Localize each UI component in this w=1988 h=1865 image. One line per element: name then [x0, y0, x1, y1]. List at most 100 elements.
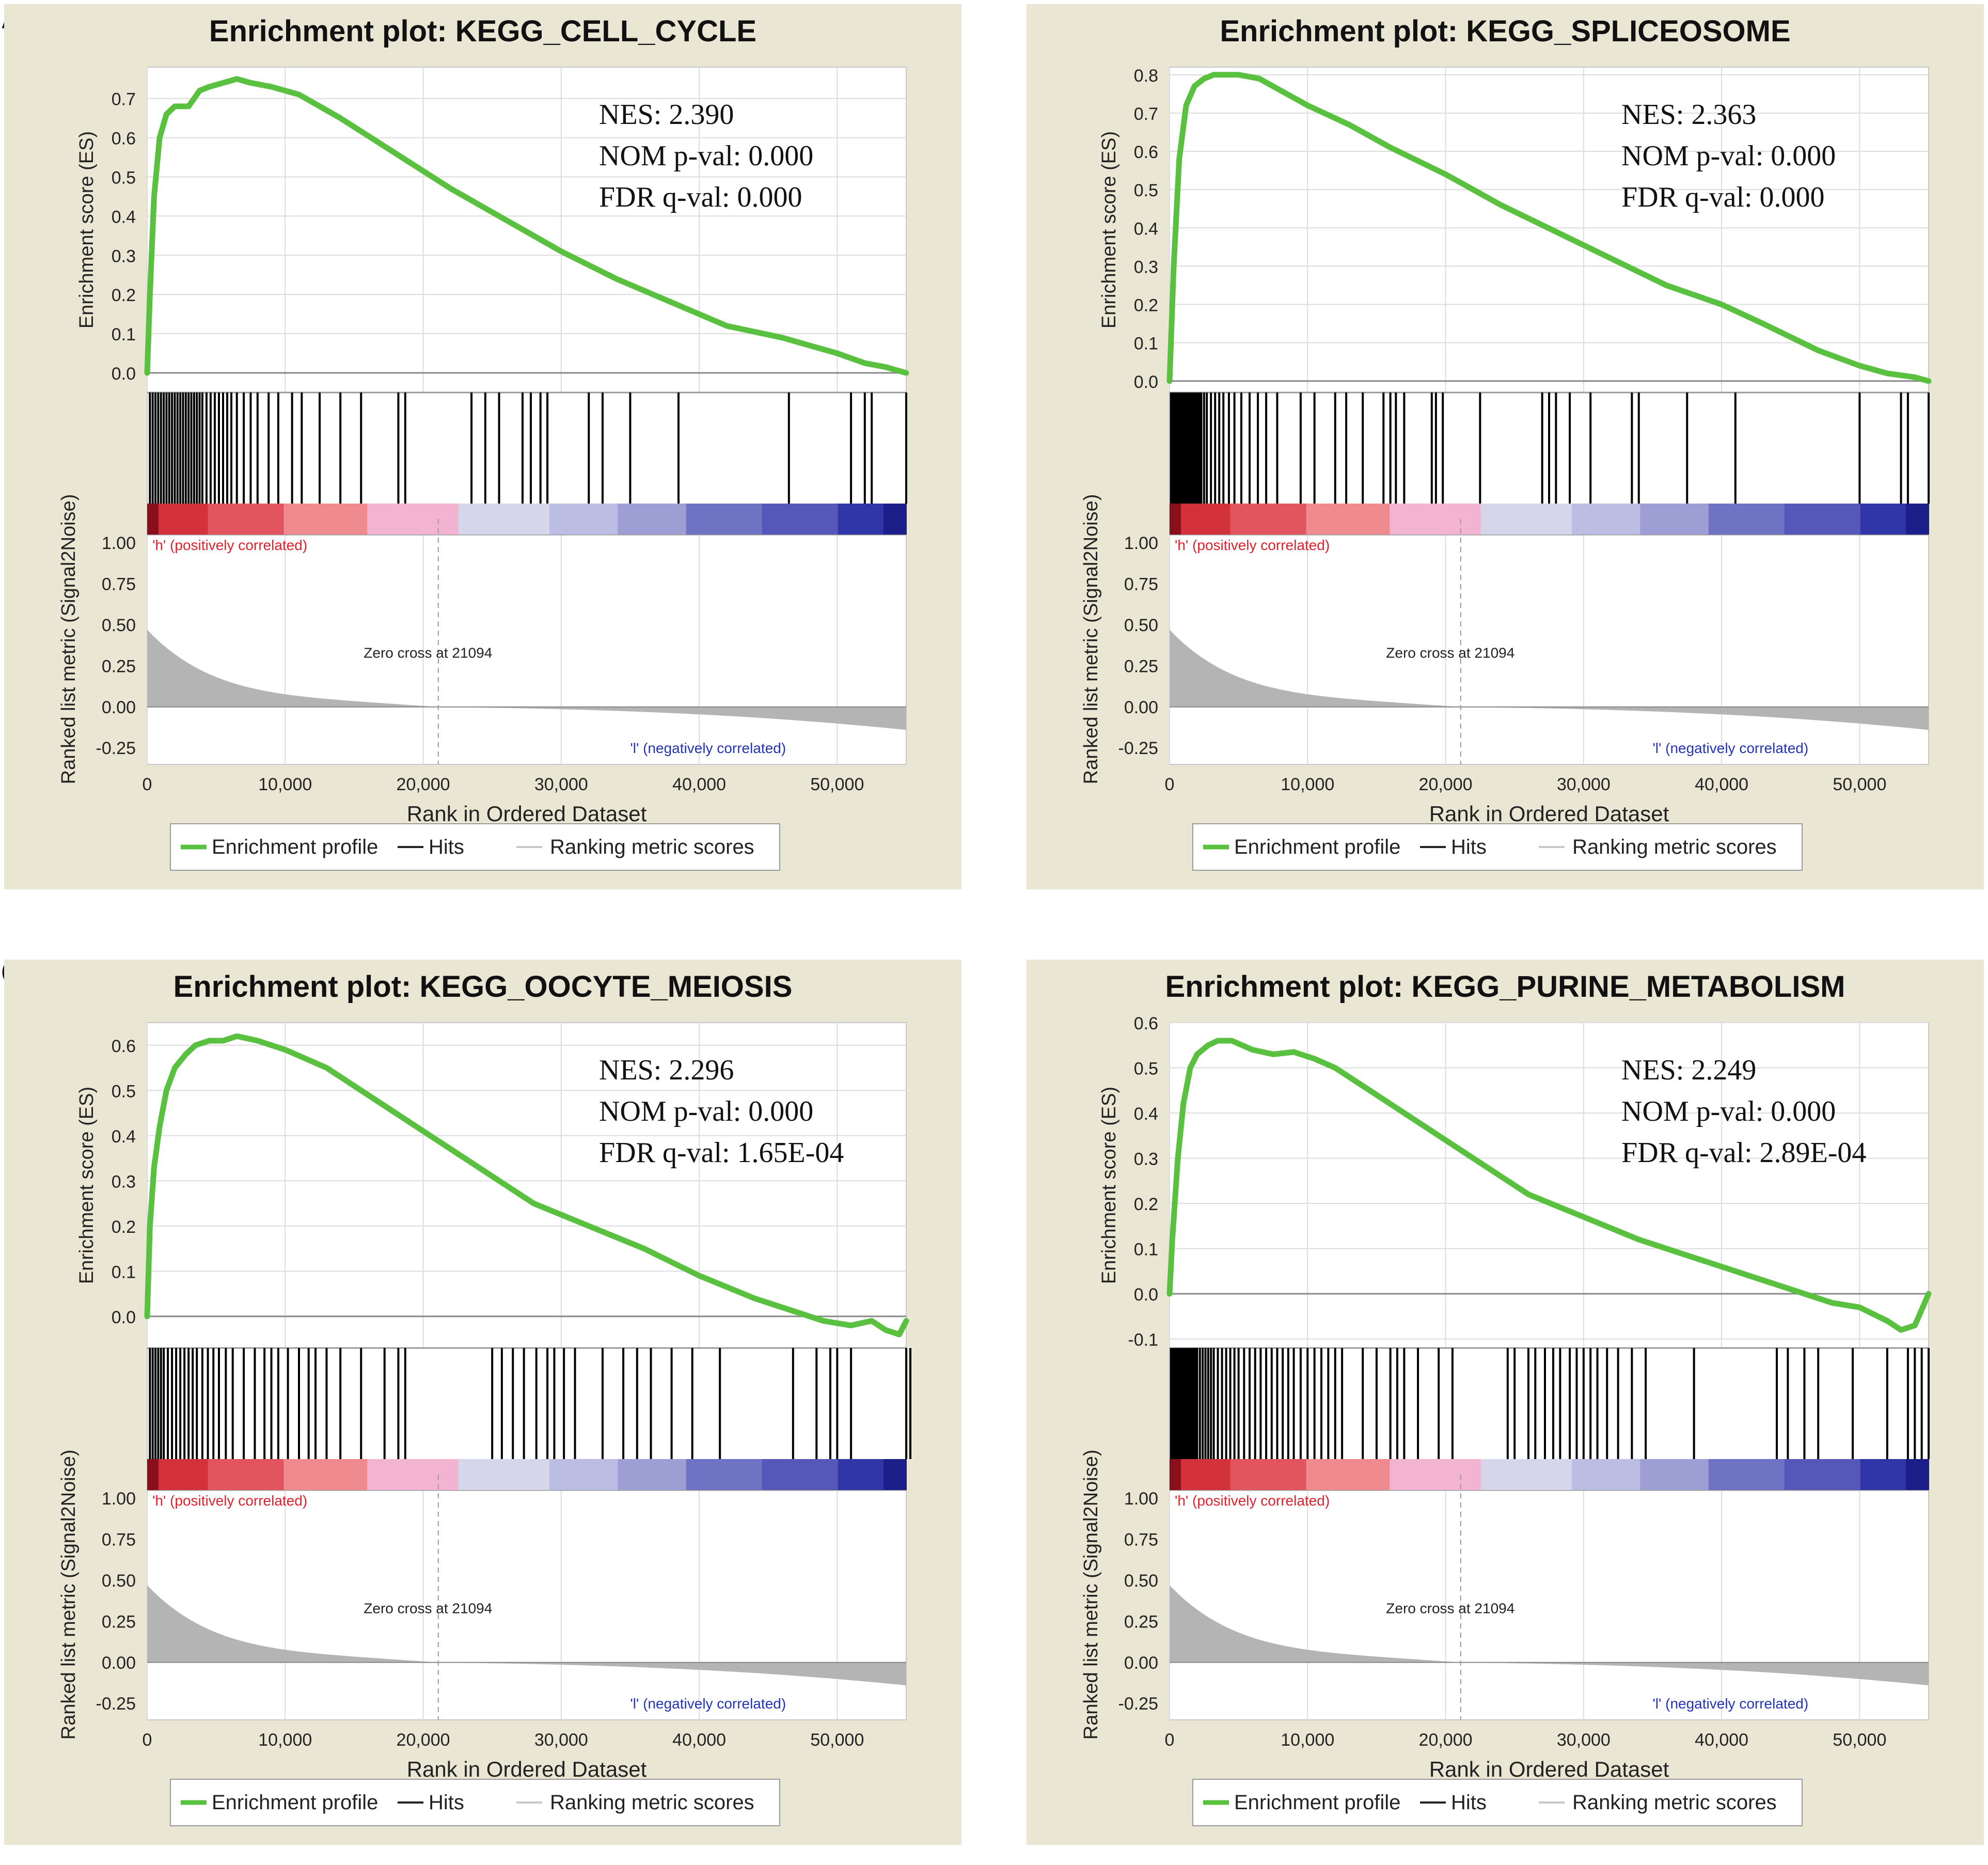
negative-correlation-label: 'l' (negatively correlated)	[1652, 740, 1808, 756]
x-tick-label: 30,000	[1557, 1730, 1611, 1750]
metric-tick-label: 0.00	[1124, 698, 1158, 717]
metric-tick-label: 1.00	[102, 534, 136, 553]
es-tick-label: 0.1	[1134, 334, 1158, 354]
plot-title: Enrichment plot: KEGG_PURINE_METABOLISM	[1165, 970, 1845, 1004]
metric-tick-label: 0.00	[102, 698, 136, 717]
heat-segment	[208, 504, 285, 535]
plot-title: Enrichment plot: KEGG_CELL_CYCLE	[209, 14, 756, 48]
stat-text: NES: 2.390	[599, 99, 734, 131]
es-tick-label: 0.4	[112, 1127, 136, 1147]
x-tick-label: 30,000	[1557, 775, 1611, 794]
es-tick-label: 0.8	[1134, 66, 1158, 86]
plot-title: Enrichment plot: KEGG_SPLICEOSOME	[1220, 14, 1790, 48]
metric-tick-label: -0.25	[1118, 739, 1159, 758]
heat-segment	[1306, 504, 1391, 535]
enrichment-profile-line	[144, 1033, 909, 1338]
stat-text: NES: 2.249	[1621, 1054, 1756, 1086]
positive-correlation-label: 'h' (positively correlated)	[152, 537, 307, 553]
x-axis-label: Rank in Ordered Dataset	[1429, 802, 1669, 826]
metric-tick-label: 0.25	[1124, 1612, 1158, 1632]
x-axis-label: Rank in Ordered Dataset	[407, 1757, 647, 1781]
x-tick-label: 0	[143, 1730, 152, 1750]
x-tick-label: 30,000	[534, 775, 588, 794]
heat-segment	[1480, 504, 1573, 535]
heat-segment	[686, 504, 763, 535]
metric-tick-label: 0.50	[102, 1571, 136, 1591]
legend-hits-label: Hits	[429, 1791, 464, 1814]
es-axis-label: Enrichment score (ES)	[76, 131, 98, 328]
metric-tick-label: 0.75	[1124, 1530, 1158, 1549]
legend-hits-label: Hits	[429, 836, 464, 858]
heat-segment	[762, 1459, 839, 1490]
zero-cross-label: Zero cross at 21094	[1386, 645, 1514, 661]
heat-segment	[1708, 1459, 1785, 1490]
enrichment-profile-line	[144, 76, 909, 376]
legend-metric-label: Ranking metric scores	[550, 836, 754, 858]
x-tick-label: 40,000	[1695, 1730, 1748, 1750]
metric-tick-label: 0.50	[1124, 616, 1158, 635]
metric-axis-label: Ranked list metric (Signal2Noise)	[58, 1450, 80, 1740]
es-tick-label: 0.2	[1134, 296, 1158, 316]
legend-profile-label: Enrichment profile	[1234, 1791, 1400, 1814]
plot-area	[1169, 1022, 1929, 1720]
heat-segment	[1230, 1459, 1307, 1490]
heat-segment	[1181, 504, 1231, 535]
panel-a: A Enrichment plot: KEGG_CELL_CYCLE0.00.1…	[0, 0, 966, 894]
stat-text: FDR q-val: 0.000	[599, 181, 802, 213]
x-tick-label: 10,000	[258, 1730, 312, 1750]
heat-segment	[1640, 504, 1709, 535]
es-tick-label: 0.7	[1134, 104, 1158, 124]
metric-tick-label: 0.00	[1124, 1653, 1158, 1673]
legend-profile-label: Enrichment profile	[212, 836, 378, 858]
heat-segment	[1480, 1459, 1573, 1490]
heat-segment	[1784, 504, 1861, 535]
x-tick-label: 20,000	[397, 1730, 450, 1750]
x-tick-label: 50,000	[810, 1730, 864, 1750]
heat-segment	[367, 1459, 459, 1490]
metric-tick-label: 1.00	[1124, 1489, 1158, 1509]
x-tick-label: 0	[143, 775, 152, 794]
heat-segment	[686, 1459, 763, 1490]
es-tick-label: 0.2	[112, 286, 136, 305]
heat-segment	[1784, 1459, 1861, 1490]
stat-text: FDR q-val: 1.65E-04	[599, 1137, 844, 1169]
x-tick-label: 20,000	[397, 775, 450, 794]
metric-tick-label: 0.75	[102, 574, 136, 594]
legend-profile-label: Enrichment profile	[212, 1791, 378, 1814]
x-tick-label: 10,000	[1281, 1730, 1334, 1750]
x-tick-label: 0	[1165, 1730, 1175, 1750]
metric-axis-label: Ranked list metric (Signal2Noise)	[1080, 1450, 1102, 1740]
heat-segment	[838, 504, 884, 535]
legend-box	[1192, 1779, 1803, 1826]
legend-box	[170, 823, 780, 871]
metric-tick-label: -0.25	[96, 739, 136, 758]
plot-area	[147, 67, 907, 765]
ranking-metric-area	[1170, 630, 1929, 730]
es-tick-label: 0.4	[1134, 219, 1158, 239]
legend-profile-label: Enrichment profile	[1234, 836, 1400, 858]
es-tick-label: 0.0	[1134, 1285, 1158, 1305]
es-tick-label: 0.6	[1134, 1014, 1158, 1033]
enrichment-profile-line	[1166, 72, 1932, 384]
heat-segment	[1905, 1459, 1929, 1490]
metric-tick-label: 0.00	[102, 1653, 136, 1673]
metric-tick-label: 1.00	[102, 1489, 136, 1509]
metric-tick-label: 0.50	[102, 616, 136, 635]
metric-tick-label: 0.25	[102, 656, 136, 676]
heat-segment	[1306, 1459, 1391, 1490]
panel-b: B Enrichment plot: KEGG_SPLICEOSOME0.00.…	[1022, 0, 1988, 894]
heat-segment	[1390, 1459, 1481, 1490]
negative-correlation-label: 'l' (negatively correlated)	[630, 740, 786, 756]
positive-correlation-label: 'h' (positively correlated)	[152, 1493, 307, 1509]
panel-d: D Enrichment plot: KEGG_PURINE_METABOLIS…	[1022, 954, 1988, 1849]
enrichment-profile-line	[1166, 1038, 1932, 1333]
heat-segment	[283, 1459, 368, 1490]
es-tick-label: 0.5	[1134, 1059, 1158, 1079]
x-tick-label: 50,000	[1833, 1730, 1886, 1750]
x-tick-label: 50,000	[810, 775, 864, 794]
ranking-metric-area	[1170, 1585, 1929, 1686]
x-tick-label: 40,000	[672, 1730, 726, 1750]
positive-correlation-label: 'h' (positively correlated)	[1175, 537, 1330, 553]
es-tick-label: 0.3	[1134, 257, 1158, 277]
es-tick-label: 0.4	[112, 207, 136, 227]
